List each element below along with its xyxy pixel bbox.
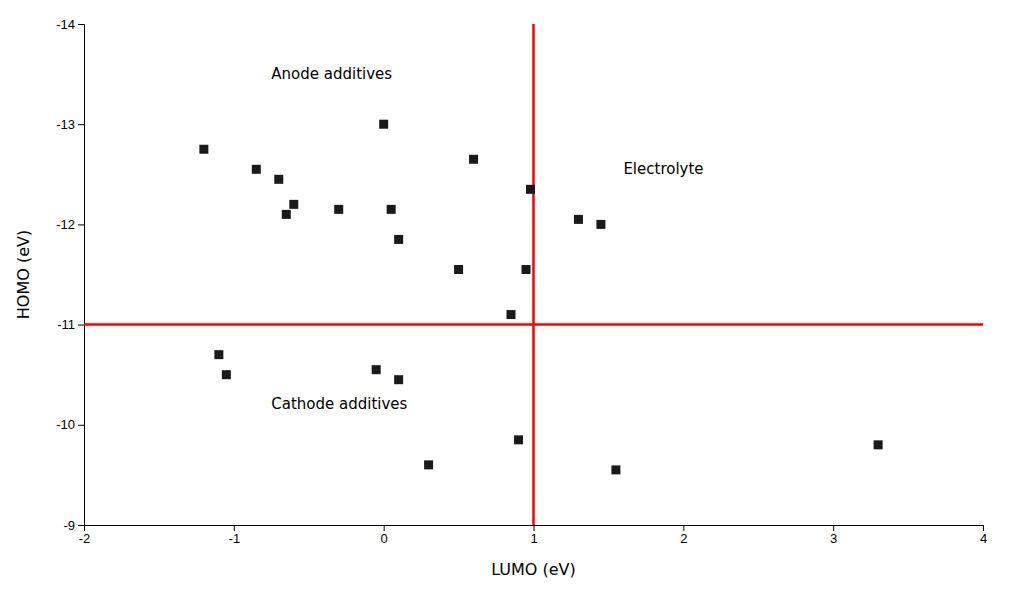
x-tick-mark [683, 525, 684, 531]
y-tick-label: -11 [57, 317, 75, 332]
point [372, 365, 381, 374]
point [469, 155, 478, 164]
point [526, 185, 535, 194]
y-tick: -10 [56, 417, 84, 432]
y-tick-label: -9 [63, 518, 75, 533]
x-axis: -2 -1 0 1 2 3 4 [79, 525, 987, 546]
vertical-reference-line [532, 24, 535, 525]
x-tick-mark [833, 525, 834, 531]
point [199, 145, 208, 154]
x-tick: 0 [381, 525, 388, 546]
point [379, 120, 388, 129]
y-tick-label: -14 [56, 17, 75, 32]
x-tick: -1 [229, 525, 241, 546]
point [334, 205, 343, 214]
point [454, 265, 463, 274]
y-tick-label: -13 [56, 117, 75, 132]
point [522, 265, 531, 274]
x-tick-label: 2 [680, 531, 687, 546]
x-tick-label: 1 [530, 531, 537, 546]
x-tick: 2 [680, 525, 687, 546]
x-tick: 3 [830, 525, 837, 546]
point [874, 440, 883, 449]
x-tick-label: 4 [980, 531, 987, 546]
marks [84, 24, 983, 525]
y-tick-mark [78, 325, 84, 326]
points [199, 120, 882, 475]
x-tick-mark [534, 525, 535, 531]
point [289, 200, 298, 209]
point [611, 465, 620, 474]
annotation: Cathode additives [271, 395, 407, 413]
point [214, 350, 223, 359]
point [274, 175, 283, 184]
y-tick: -9 [63, 518, 84, 533]
y-tick: -13 [56, 117, 84, 132]
y-tick-label: -10 [56, 417, 75, 432]
point [282, 210, 291, 219]
x-tick-label: 3 [830, 531, 837, 546]
y-tick-mark [78, 24, 84, 25]
y-tick-mark [78, 425, 84, 426]
x-axis-title: LUMO (eV) [491, 560, 576, 579]
point [596, 220, 605, 229]
y-tick: -14 [56, 17, 84, 32]
annotation: Electrolyte [623, 160, 703, 178]
point [394, 235, 403, 244]
y-tick: -12 [56, 217, 84, 232]
y-tick-mark [78, 224, 84, 225]
x-tick-mark [234, 525, 235, 531]
y-axis-title: HOMO (eV) [14, 230, 33, 319]
y-tick-label: -12 [56, 217, 75, 232]
point [507, 310, 516, 319]
x-tick-label: 0 [381, 531, 388, 546]
x-tick: -2 [79, 525, 91, 546]
x-tick-label: -2 [79, 531, 91, 546]
point [222, 370, 231, 379]
x-axis-line [85, 526, 984, 532]
y-axis-line [78, 25, 85, 526]
x-tick-mark [384, 525, 385, 531]
x-tick-mark [983, 525, 984, 531]
x-tick: 4 [980, 525, 987, 546]
y-tick-mark [78, 525, 84, 526]
y-axis: -14 -13 -12 -11 -10 -9 [56, 17, 84, 533]
x-tick: 1 [530, 525, 537, 546]
point [424, 460, 433, 469]
point [514, 435, 523, 444]
annotations: Anode additives Cathode additives Electrol… [271, 65, 703, 414]
point [252, 165, 261, 174]
point [574, 215, 583, 224]
y-tick: -11 [57, 317, 84, 332]
point [394, 375, 403, 384]
y-tick-mark [78, 124, 84, 125]
annotation: Anode additives [271, 65, 392, 83]
plot-area: -2-101234-14-13-12-11-10-9Anode additive… [56, 17, 987, 547]
x-tick-label: -1 [229, 531, 241, 546]
chart: -2-101234-14-13-12-11-10-9Anode additive… [0, 0, 1017, 591]
point [387, 205, 396, 214]
